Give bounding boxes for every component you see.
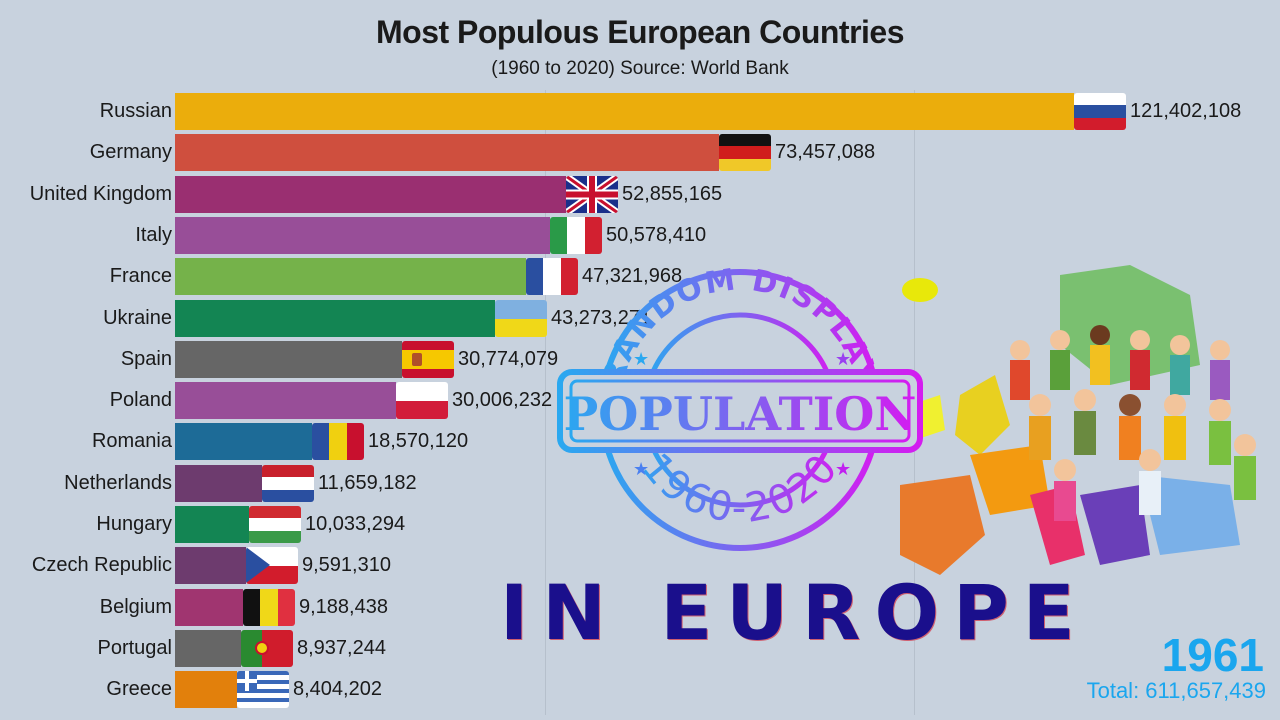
bar bbox=[175, 506, 249, 543]
population-value: 30,774,079 bbox=[458, 348, 559, 370]
russia-flag-icon bbox=[1074, 93, 1126, 130]
chart-row: Spain 30,774,079 bbox=[0, 341, 1280, 378]
country-label: Russian bbox=[99, 100, 172, 122]
greece-flag-icon bbox=[237, 671, 289, 708]
country-label: Hungary bbox=[96, 513, 172, 535]
country-label: France bbox=[109, 265, 172, 287]
chart-row: Greece 8,404,202 bbox=[0, 671, 1280, 708]
chart-row: Romania 18,570,120 bbox=[0, 423, 1280, 460]
country-label: Belgium bbox=[99, 596, 172, 618]
bar bbox=[175, 589, 243, 626]
country-label: Portugal bbox=[97, 637, 173, 659]
bar bbox=[175, 465, 262, 502]
europe-people-illustration bbox=[900, 265, 1256, 575]
population-value: 11,659,182 bbox=[318, 472, 417, 494]
country-label: Italy bbox=[135, 224, 172, 246]
population-value: 50,578,410 bbox=[606, 224, 707, 246]
bar bbox=[175, 300, 495, 337]
country-label: United Kingdom bbox=[29, 183, 172, 205]
portugal-flag-icon bbox=[241, 630, 293, 667]
population-value: 10,033,294 bbox=[305, 513, 406, 535]
bar bbox=[175, 630, 241, 667]
bar bbox=[175, 423, 312, 460]
population-value: 52,855,165 bbox=[622, 183, 723, 205]
population-value: 8,404,202 bbox=[293, 678, 382, 700]
chart-row: Ukraine 43,273,271 bbox=[0, 300, 1280, 337]
country-label: Czech Republic bbox=[31, 554, 172, 576]
population-value: 9,591,310 bbox=[302, 554, 391, 576]
ukraine-flag-icon bbox=[495, 300, 547, 337]
chart-row: United Kingdom 52,855,165 bbox=[0, 176, 1280, 213]
country-label: Romania bbox=[91, 430, 172, 452]
population-stamp: RANDOM DISPLAY 1960-2020 POPULATION ★ ★ … bbox=[557, 262, 923, 551]
chart-row: Czech Republic 9,591,310 bbox=[0, 547, 1280, 584]
chart-row: Netherlands 11,659,182 bbox=[0, 465, 1280, 502]
gridline bbox=[545, 90, 546, 715]
population-value: 121,402,108 bbox=[1130, 100, 1242, 122]
current-year: 1961 bbox=[1161, 629, 1264, 681]
bar bbox=[175, 258, 526, 295]
chart-row: Hungary 10,033,294 bbox=[0, 506, 1280, 543]
stamp-center-text: POPULATION bbox=[564, 387, 917, 441]
chart-title: Most Populous European Countries bbox=[375, 14, 905, 50]
czech-flag-icon bbox=[246, 547, 298, 584]
chart-row: Germany 73,457,088 bbox=[0, 134, 1280, 171]
population-value: 47,321,968 bbox=[582, 265, 683, 287]
spain-flag-icon bbox=[402, 341, 454, 378]
bar bbox=[175, 382, 396, 419]
bar bbox=[175, 176, 566, 213]
belgium-flag-icon bbox=[243, 589, 295, 626]
chart-row: Poland 30,006,232 bbox=[0, 382, 1280, 419]
country-label: Poland bbox=[109, 389, 172, 411]
population-value: 8,937,244 bbox=[297, 637, 386, 659]
country-label: Greece bbox=[106, 678, 172, 700]
country-label: Ukraine bbox=[103, 307, 172, 329]
headline-in-europe: IN EUROPE bbox=[500, 568, 1089, 657]
chart-subtitle: (1960 to 2020) Source: World Bank bbox=[491, 58, 789, 79]
total-population: Total: 611,657,439 bbox=[1086, 678, 1266, 703]
netherlands-flag-icon bbox=[262, 465, 314, 502]
bar bbox=[175, 547, 246, 584]
population-value: 9,188,438 bbox=[299, 596, 388, 618]
population-value: 73,457,088 bbox=[775, 141, 876, 163]
country-label: Spain bbox=[120, 348, 172, 370]
people-crowd-icon bbox=[1010, 325, 1256, 521]
germany-flag-icon bbox=[719, 134, 771, 171]
star-icon: ★ bbox=[835, 349, 851, 369]
bar bbox=[175, 341, 402, 378]
star-icon: ★ bbox=[835, 459, 851, 479]
romania-flag-icon bbox=[312, 423, 364, 460]
italy-flag-icon bbox=[550, 217, 602, 254]
france-flag-icon bbox=[526, 258, 578, 295]
stamp-bottom-text: 1960-2020 bbox=[632, 445, 846, 532]
bar bbox=[175, 134, 719, 171]
svg-text:1960-2020: 1960-2020 bbox=[632, 445, 848, 532]
population-value: 43,273,271 bbox=[551, 307, 652, 329]
hungary-flag-icon bbox=[249, 506, 301, 543]
chart-row: Portugal 8,937,244 bbox=[0, 630, 1280, 667]
bar bbox=[175, 217, 550, 254]
uk-flag-icon bbox=[566, 176, 618, 213]
bar bbox=[175, 93, 1074, 130]
population-value: 18,570,120 bbox=[368, 430, 469, 452]
country-label: Netherlands bbox=[64, 472, 172, 494]
bar bbox=[175, 671, 237, 708]
country-label: Germany bbox=[89, 141, 172, 163]
chart-row: Belgium 9,188,438 bbox=[0, 589, 1280, 626]
chart-row: France 47,321,968 bbox=[0, 258, 1280, 295]
poland-flag-icon bbox=[396, 382, 448, 419]
chart-row: Italy 50,578,410 bbox=[0, 217, 1280, 254]
chart-row: Russian 121,402,108 bbox=[0, 93, 1280, 130]
star-icon: ★ bbox=[633, 459, 649, 479]
star-icon: ★ bbox=[633, 349, 649, 369]
population-value: 30,006,232 bbox=[452, 389, 553, 411]
